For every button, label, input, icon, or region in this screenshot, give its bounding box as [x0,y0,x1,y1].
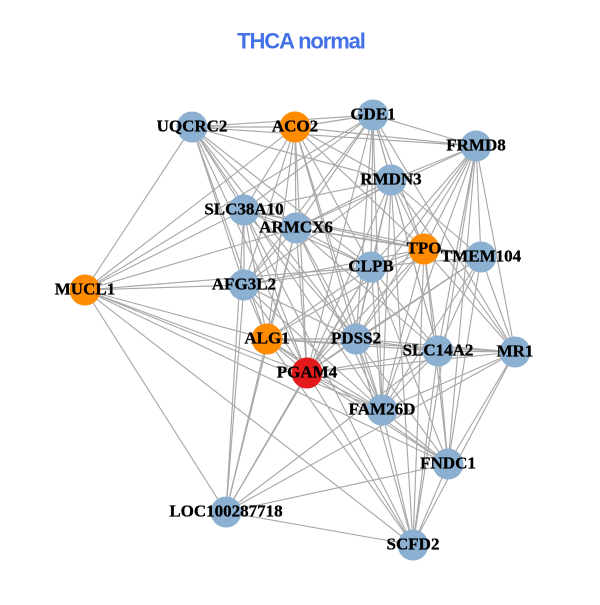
svg-text:PDSS2: PDSS2 [331,329,381,348]
svg-text:MUCL1: MUCL1 [55,280,115,299]
svg-text:SLC38A10: SLC38A10 [204,200,283,219]
svg-text:FNDC1: FNDC1 [420,454,476,473]
svg-text:SLC14A2: SLC14A2 [403,341,474,360]
svg-text:ACO2: ACO2 [272,117,318,136]
svg-text:PGAM4: PGAM4 [277,363,338,382]
svg-text:FAM26D: FAM26D [349,400,416,419]
svg-text:RMDN3: RMDN3 [360,170,421,189]
svg-text:CLPB: CLPB [348,257,393,276]
svg-text:ALG1: ALG1 [244,329,289,348]
svg-text:FRMD8: FRMD8 [446,136,505,155]
svg-text:SCFD2: SCFD2 [387,535,440,554]
svg-text:TMEM104: TMEM104 [441,247,522,266]
svg-text:AFG3L2: AFG3L2 [212,275,276,294]
svg-text:THCA normal: THCA normal [237,29,365,54]
svg-text:GDE1: GDE1 [350,105,395,124]
svg-text:TPO: TPO [407,239,442,258]
svg-text:ARMCX6: ARMCX6 [259,218,333,237]
svg-text:LOC100287718: LOC100287718 [169,502,282,521]
svg-text:MR1: MR1 [497,342,534,361]
svg-text:UQCRC2: UQCRC2 [157,117,228,136]
